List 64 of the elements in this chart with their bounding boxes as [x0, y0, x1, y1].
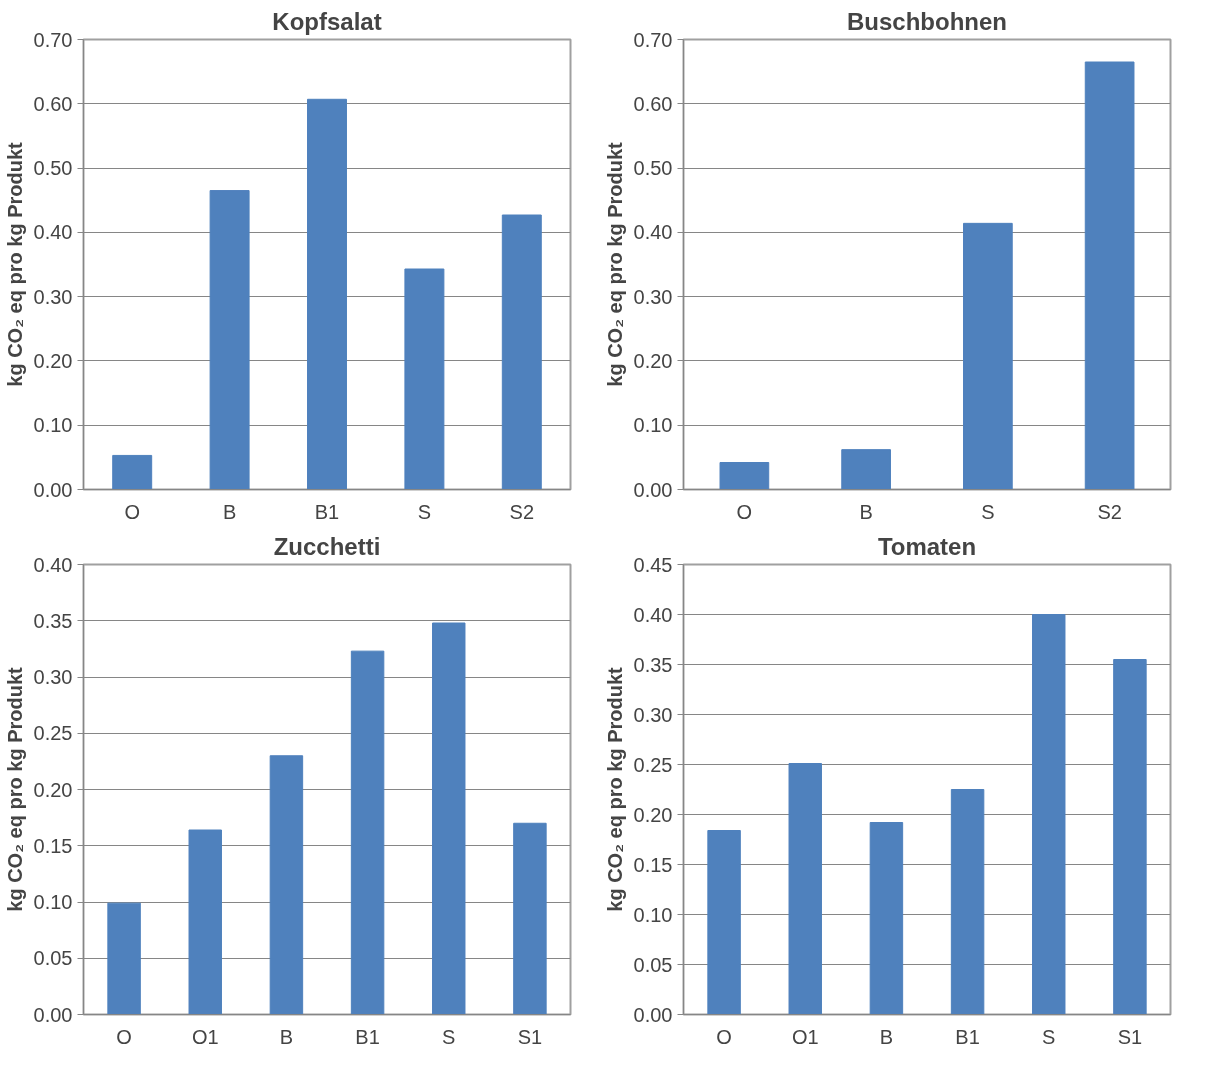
- y-tick-label: 0.25: [33, 722, 73, 745]
- x-tick-label: S: [442, 1025, 456, 1048]
- x-tick-label: S1: [1117, 1025, 1143, 1048]
- y-tick-label: 0.40: [33, 221, 73, 244]
- y-tick-label: 0.45: [633, 553, 673, 576]
- x-tick-label: B1: [314, 500, 340, 523]
- y-tick-label: 0.25: [633, 753, 673, 776]
- x-tick-label: B: [879, 1025, 894, 1048]
- y-tick-label: 0.10: [633, 903, 673, 926]
- y-tick-label: 0.00: [33, 478, 73, 501]
- y-tick-label: 0.40: [33, 553, 73, 576]
- x-tick-label: O1: [191, 1025, 219, 1048]
- y-tick-label: 0.30: [633, 703, 673, 726]
- y-tick-label: 0.50: [33, 157, 73, 180]
- y-tick-label: 0.30: [33, 285, 73, 308]
- y-tick-label: 0.35: [633, 653, 673, 676]
- x-tick-label: S2: [1097, 500, 1122, 523]
- y-tick-label: 0.30: [633, 285, 673, 308]
- chart-title: Tomaten: [877, 532, 977, 560]
- y-axis-title: kg CO₂ eq pro kg Produkt: [3, 666, 26, 912]
- x-tick-label: S: [417, 500, 432, 523]
- x-tick-label: O: [736, 500, 753, 523]
- y-tick-label: 0.70: [633, 28, 673, 51]
- x-tick-label: S1: [517, 1025, 543, 1048]
- y-tick-label: 0.10: [33, 414, 73, 437]
- chart-title: Buschbohnen: [847, 7, 1007, 35]
- y-axis-title: kg CO₂ eq pro kg Produkt: [603, 666, 626, 912]
- y-tick-label: 0.00: [33, 1003, 73, 1026]
- y-tick-label: 0.10: [33, 891, 73, 913]
- x-tick-label: O: [124, 500, 140, 523]
- y-axis-title: kg CO₂ eq pro kg Produkt: [603, 141, 626, 387]
- y-tick-label: 0.70: [33, 28, 73, 51]
- y-tick-label: 0.05: [33, 947, 73, 970]
- y-tick-label: 0.20: [633, 803, 673, 826]
- y-tick-label: 0.00: [633, 1003, 673, 1026]
- y-tick-label: 0.60: [33, 92, 73, 115]
- y-tick-label: 0.15: [33, 834, 73, 857]
- x-tick-label: S2: [509, 500, 535, 523]
- y-tick-label: 0.30: [33, 666, 73, 688]
- x-tick-label: O: [716, 1025, 732, 1048]
- x-tick-label: B: [279, 1025, 294, 1048]
- y-tick-label: 0.40: [633, 603, 673, 626]
- y-tick-label: 0.50: [633, 157, 673, 180]
- y-tick-label: 0.10: [633, 414, 673, 437]
- x-tick-label: S: [981, 500, 995, 523]
- y-axis-title: kg CO₂ eq pro kg Produkt: [3, 141, 26, 387]
- y-tick-label: 0.35: [33, 609, 73, 632]
- x-tick-label: B: [222, 500, 237, 523]
- x-tick-label: B: [859, 500, 873, 523]
- y-tick-label: 0.60: [633, 92, 673, 115]
- x-tick-label: O: [116, 1025, 132, 1048]
- y-tick-label: 0.05: [633, 953, 673, 976]
- y-tick-label: 0.00: [633, 478, 673, 501]
- chart-title: Kopfsalat: [272, 7, 382, 35]
- x-tick-label: B1: [955, 1025, 980, 1048]
- chart-title: Zucchetti: [273, 532, 381, 560]
- x-tick-label: O1: [791, 1025, 819, 1048]
- y-tick-label: 0.40: [633, 221, 673, 244]
- y-tick-label: 0.20: [33, 778, 73, 801]
- y-tick-label: 0.20: [633, 349, 673, 372]
- y-tick-label: 0.20: [33, 349, 73, 372]
- x-tick-label: S: [1042, 1025, 1056, 1048]
- y-tick-label: 0.15: [633, 853, 673, 876]
- x-tick-label: B1: [355, 1025, 380, 1048]
